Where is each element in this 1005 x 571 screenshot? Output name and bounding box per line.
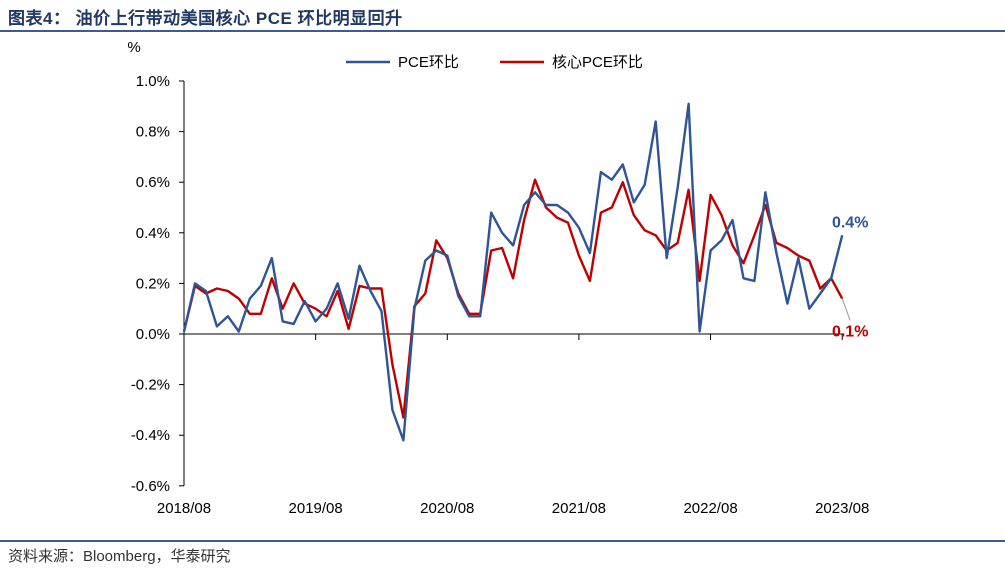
- series-line-0: [182, 102, 844, 442]
- y-tick-label: 0.8%: [136, 124, 170, 141]
- chart-title: 图表4： 油价上行带动美国核心 PCE 环比明显回升: [8, 9, 403, 28]
- x-tick-label: 2019/08: [289, 500, 343, 517]
- y-axis-unit: %: [127, 39, 140, 56]
- y-tick-label: -0.4%: [131, 427, 170, 444]
- x-tick-label: 2022/08: [683, 500, 737, 517]
- x-tick-label: 2018/08: [157, 500, 211, 517]
- series-lines: [182, 102, 844, 442]
- y-tick-label: 1.0%: [136, 73, 170, 90]
- chart-axes: [179, 80, 845, 487]
- y-tick-label: 0.2%: [136, 275, 170, 292]
- annotation-label: 0.1%: [832, 324, 868, 341]
- x-tick-label: 2020/08: [420, 500, 474, 517]
- y-tick-label: -0.6%: [131, 478, 170, 495]
- y-tick-label: 0.0%: [136, 326, 170, 343]
- source-note: 资料来源：Bloomberg，华泰研究: [8, 548, 231, 565]
- legend-label-0: PCE环比: [398, 54, 459, 71]
- top-divider: [0, 30, 1005, 32]
- annotation-leader: [841, 298, 851, 321]
- y-tick-label: 0.6%: [136, 174, 170, 191]
- bottom-divider: [0, 540, 1005, 542]
- x-axis-labels: 2018/08 2019/08 2020/08 2021/08 2022/08 2023/…: [157, 500, 869, 517]
- y-axis-labels: -0.6% -0.4% -0.2% 0.0% 0.2% 0.4% 0.6% 0.8% 1.0%%: [127, 39, 170, 495]
- x-tick-label: 2023/08: [815, 500, 869, 517]
- annotation-label: 0.4%: [832, 214, 868, 231]
- chart-annotations: 0.4% 0.1%: [832, 214, 868, 340]
- y-tick-label: -0.2%: [131, 377, 170, 394]
- chart-svg: -0.6% -0.4% -0.2% 0.0% 0.2% 0.4% 0.6% 0.8% 1.0%%…: [127, 39, 869, 517]
- x-tick-label: 2021/08: [552, 500, 606, 517]
- chart-legend: PCE环比 核心PCE环比: [346, 54, 643, 71]
- y-tick-label: 0.4%: [136, 225, 170, 242]
- legend-label-1: 核心PCE环比: [552, 54, 643, 71]
- series-line-1: [182, 178, 844, 419]
